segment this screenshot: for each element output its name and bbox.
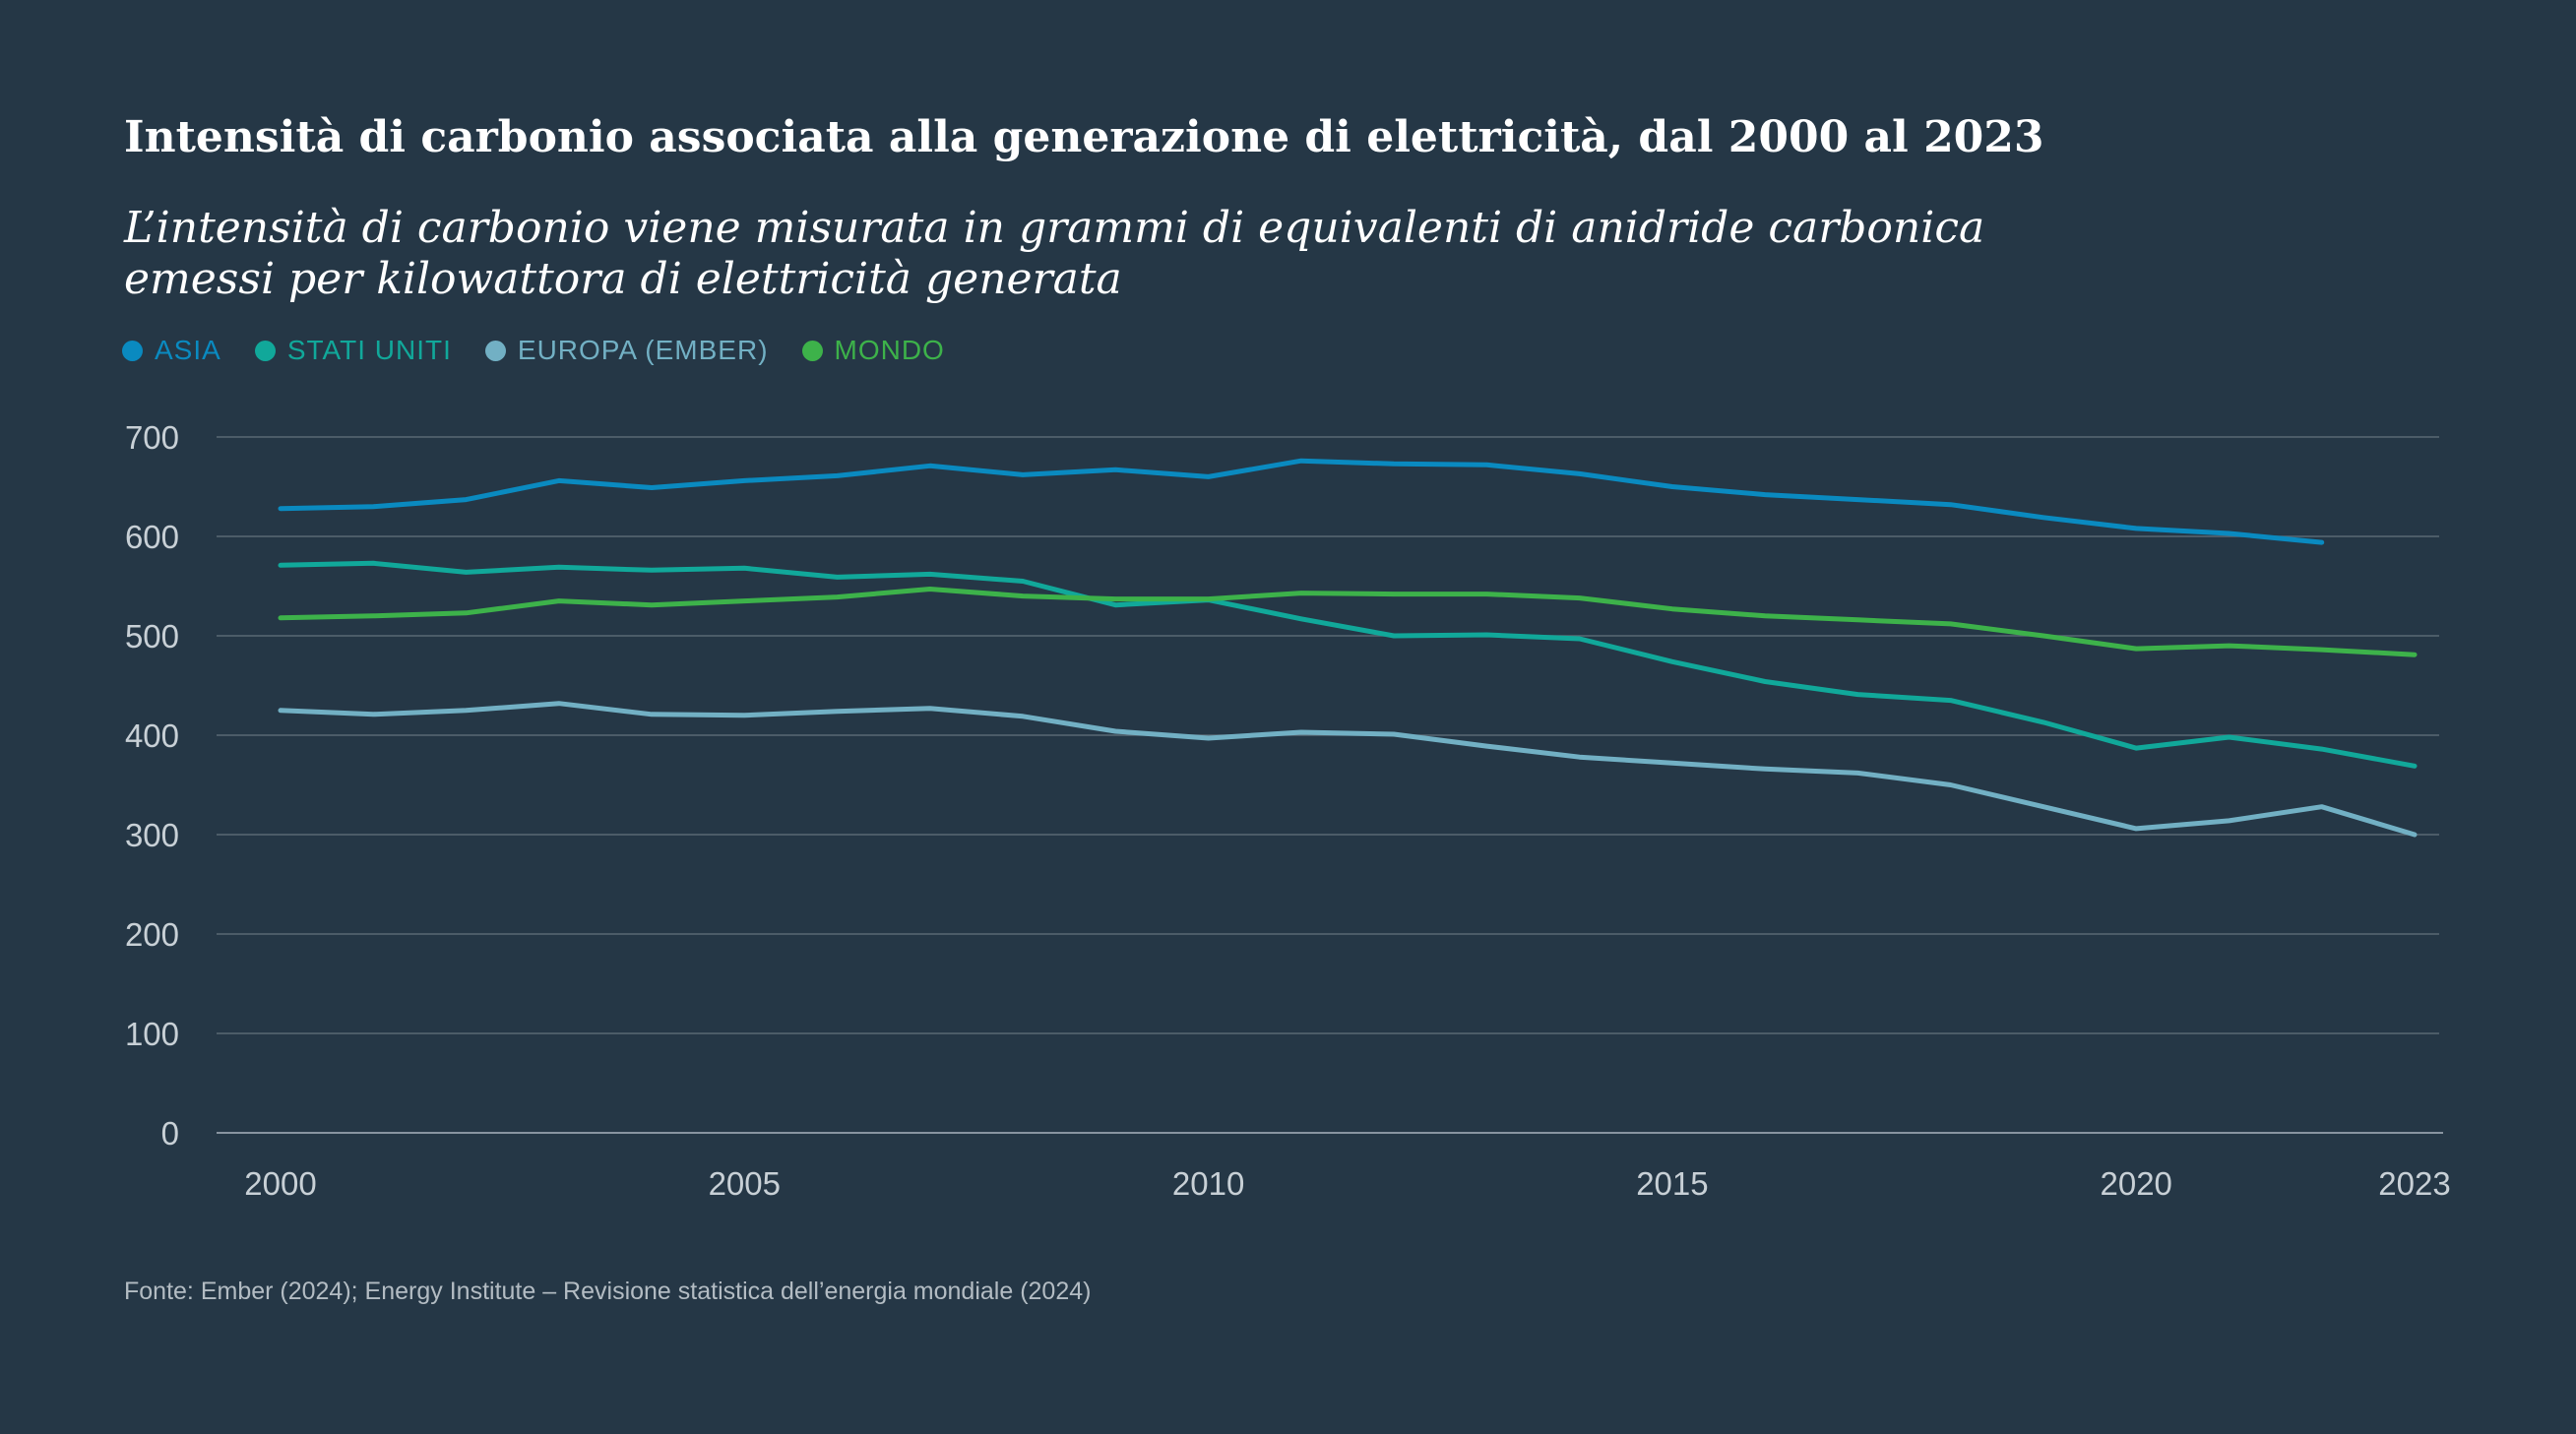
series-line-stati-uniti: [278, 560, 2418, 769]
y-tick-label: 0: [161, 1115, 179, 1152]
y-tick-label: 100: [125, 1016, 179, 1052]
y-tick-label: 200: [125, 916, 179, 953]
series-line-europa-ember: [278, 701, 2418, 838]
legend-swatch: [801, 340, 823, 361]
chart-subtitle-line-1: L’intensità di carbonio viene misurata i…: [124, 203, 1985, 253]
chart-title: Intensità di carbonio associata alla gen…: [124, 112, 2044, 162]
grid-lines: [217, 436, 2443, 1134]
legend-item-asia: ASIA: [122, 335, 221, 366]
legend-label: MONDO: [834, 335, 945, 365]
x-tick-label: 2000: [244, 1165, 316, 1202]
series-line-asia: [278, 458, 2325, 545]
x-tick-label: 2005: [709, 1165, 781, 1202]
legend-label: ASIA: [155, 335, 221, 365]
source-note: Fonte: Ember (2024); Energy Institute – …: [124, 1278, 1092, 1305]
series-lines: [278, 458, 2418, 838]
x-tick-label: 2023: [2378, 1165, 2450, 1202]
legend-item-europa-ember: EUROPA (EMBER): [484, 335, 769, 366]
chart-subtitle-line-2: emessi per kilowattora di elettricità ge…: [124, 254, 1122, 304]
series-line-mondo: [278, 587, 2418, 657]
y-axis: 0 100 200 300 400 500 600 700: [125, 419, 179, 1152]
x-tick-label: 2020: [2101, 1165, 2172, 1202]
y-tick-label: 700: [125, 419, 179, 456]
legend-swatch: [254, 340, 276, 361]
legend-label: STATI UNITI: [286, 335, 452, 365]
legend-swatch: [122, 340, 143, 361]
y-tick-label: 500: [125, 618, 179, 655]
chart-subtitle: L’intensità di carbonio viene misurata i…: [124, 203, 1994, 305]
x-axis: 2000 2005 2010 2015 2020 2023: [244, 1165, 2450, 1202]
x-tick-label: 2010: [1172, 1165, 1244, 1202]
chart-legend: ASIA STATI UNITI EUROPA (EMBER) MONDO: [122, 335, 978, 366]
legend-swatch: [484, 340, 506, 361]
legend-item-stati-uniti: STATI UNITI: [254, 335, 452, 366]
legend-item-mondo: MONDO: [801, 335, 945, 366]
y-tick-label: 400: [125, 717, 179, 754]
y-tick-label: 600: [125, 519, 179, 555]
legend-label: EUROPA (EMBER): [517, 335, 769, 365]
y-tick-label: 300: [125, 817, 179, 853]
x-tick-label: 2015: [1636, 1165, 1708, 1202]
